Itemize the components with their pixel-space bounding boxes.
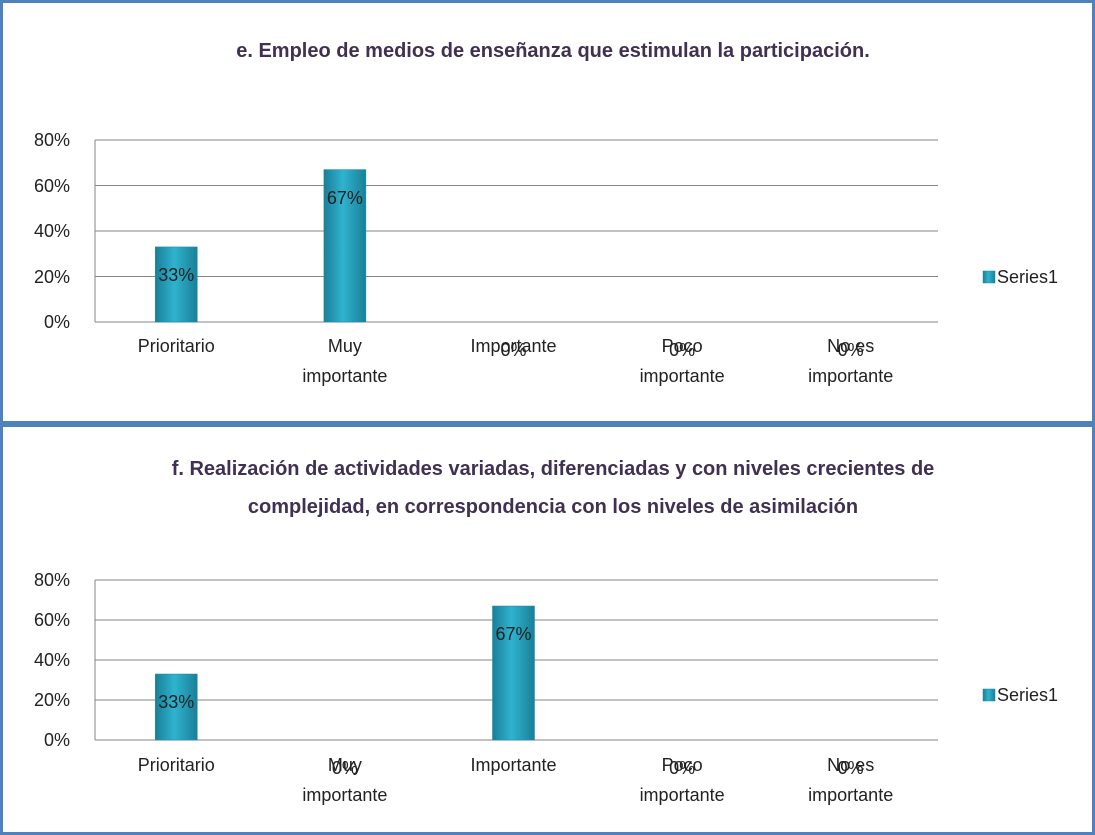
y-tick-label: 80% (33, 570, 70, 590)
y-tick-label: 60% (33, 175, 70, 196)
x-tick-label: Importante (470, 336, 557, 356)
legend-label: Series1 (997, 685, 1059, 705)
data-label: 0% (331, 758, 358, 778)
legend-label: Series1 (997, 267, 1059, 287)
x-tick-label: Prioritario (137, 755, 215, 775)
y-tick-label: 80% (33, 130, 70, 150)
x-tick-label: Muy importante (302, 336, 388, 386)
x-tick-label: Prioritario (137, 336, 215, 356)
chart-title: f. Realización de actividades variadas, … (171, 458, 935, 518)
y-tick-label: 60% (33, 610, 70, 630)
x-tick-label: Poco importante (639, 755, 725, 805)
y-tick-label: 20% (33, 690, 70, 710)
bar (155, 673, 198, 741)
data-label: 0% (837, 758, 864, 778)
data-label: 33% (158, 264, 195, 285)
data-label: 0% (837, 340, 864, 360)
x-tick-label: No es importante (808, 336, 894, 386)
x-tick-label: Muy importante (302, 755, 388, 805)
chart-panel (0, 424, 1095, 835)
y-tick-label: 40% (33, 650, 70, 670)
data-label: 0% (669, 340, 696, 360)
chart-title: e. Empleo de medios de enseñanza que est… (236, 40, 870, 62)
x-tick-label: Importante (470, 755, 557, 775)
y-tick-label: 40% (33, 221, 70, 241)
y-tick-label: 0% (43, 730, 70, 750)
bar (323, 169, 367, 323)
bar (155, 246, 198, 323)
data-label: 67% (495, 624, 532, 644)
data-label: 0% (500, 340, 527, 360)
legend-swatch (982, 688, 996, 702)
x-tick-label: Poco importante (639, 336, 725, 386)
chart-panel (0, 0, 1095, 424)
y-tick-label: 0% (43, 312, 70, 332)
data-label: 0% (669, 758, 696, 778)
data-label: 33% (158, 692, 195, 712)
y-tick-label: 20% (33, 266, 70, 287)
legend-swatch (982, 270, 996, 284)
data-label: 67% (326, 187, 363, 208)
bar (492, 605, 535, 741)
x-tick-label: No es importante (808, 755, 894, 805)
